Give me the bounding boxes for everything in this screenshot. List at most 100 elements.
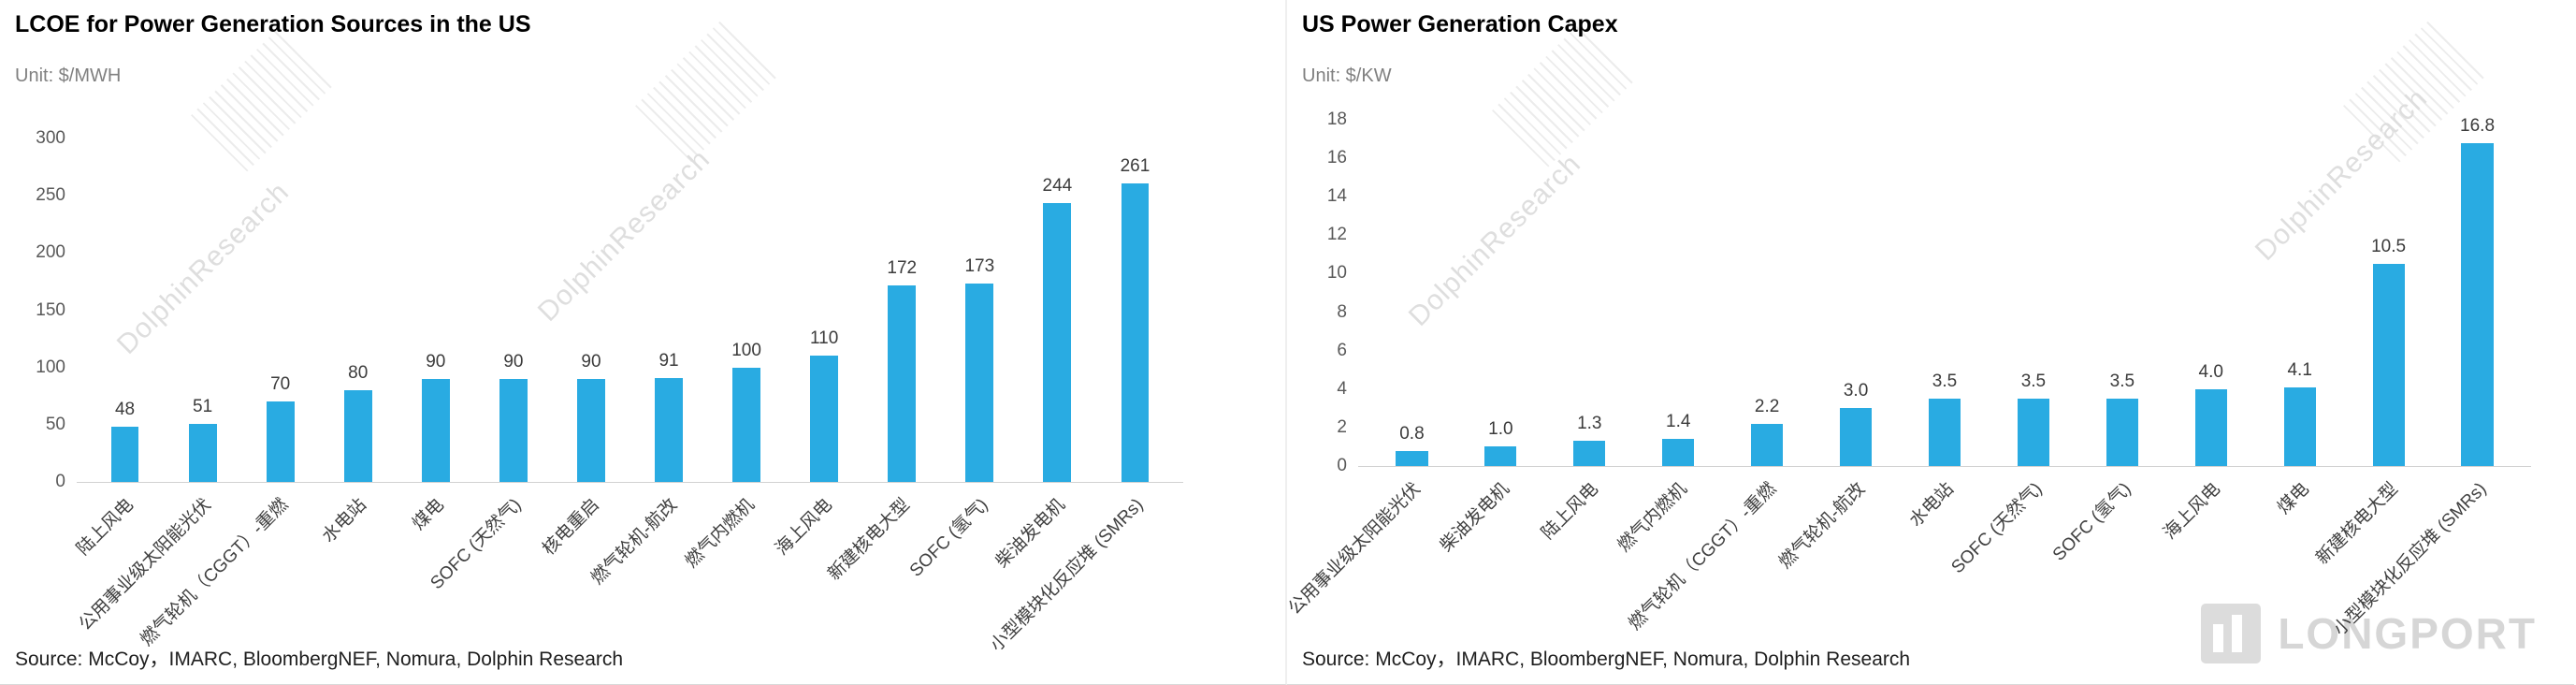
- longport-logo: LONGPORT: [2201, 604, 2537, 663]
- x-axis-category-label: 燃气轮机-航改: [1774, 479, 1869, 573]
- source-note-capex: Source: McCoy，IMARC, BloombergNEF, Nomur…: [1302, 649, 1911, 670]
- y-axis-tick-label: 200: [36, 242, 65, 263]
- bar-value-label: 10.5: [2371, 237, 2407, 257]
- bar-value-label: 0.8: [1399, 423, 1425, 444]
- x-axis-category-label: SOFC (天然气): [1947, 479, 2047, 578]
- y-axis-tick-label: 250: [36, 185, 65, 206]
- bar: [1928, 399, 1961, 466]
- bar-value-label: 4.1: [2287, 359, 2312, 380]
- bar: [421, 378, 450, 482]
- bar-value-label: 3.5: [1932, 372, 1958, 392]
- y-axis-tick-label: 100: [36, 357, 65, 377]
- bar-value-label: 80: [348, 363, 369, 384]
- chart-panel-lcoe: LCOE for Power Generation Sources in the…: [0, 0, 1287, 685]
- x-axis-category-label: 陆上风电: [1538, 479, 1603, 544]
- x-axis-category-label: SOFC (氢气): [2048, 479, 2135, 565]
- bar: [1573, 441, 1606, 466]
- bar-value-label: 91: [658, 350, 679, 371]
- x-axis-category-label: 公用事业级太阳能光伏: [1287, 479, 1425, 619]
- bar: [2372, 264, 2405, 466]
- bar: [110, 427, 139, 482]
- bar-value-label: 16.8: [2460, 115, 2496, 136]
- y-axis-tick-label: 18: [1326, 109, 1347, 129]
- bar-value-label: 3.0: [1843, 381, 1869, 401]
- y-axis-tick-label: 14: [1326, 186, 1347, 207]
- y-axis-tick-label: 4: [1337, 378, 1347, 399]
- bar: [499, 378, 528, 482]
- chart-panel-capex: US Power Generation Capex Unit: $/KW Dol…: [1287, 0, 2574, 685]
- bar: [1396, 450, 1428, 466]
- logo-bar: [2213, 624, 2224, 652]
- x-axis-line: [77, 482, 1183, 483]
- bar-value-label: 1.4: [1666, 412, 1691, 432]
- bar: [2106, 399, 2138, 466]
- bar: [343, 390, 372, 482]
- bar: [577, 378, 605, 482]
- bar-value-label: 70: [270, 374, 291, 395]
- bar-value-label: 90: [581, 351, 601, 372]
- y-axis-tick-label: 0: [55, 472, 65, 491]
- bar: [1043, 202, 1072, 482]
- x-axis-category-label: 海上风电: [2160, 479, 2224, 544]
- x-axis-line: [1358, 466, 2531, 467]
- bar-value-label: 3.5: [2020, 372, 2047, 392]
- x-axis-category-label: 柴油发电机: [992, 495, 1070, 573]
- y-axis-tick-label: 16: [1326, 148, 1347, 168]
- bar-value-label: 261: [1120, 155, 1151, 176]
- y-axis-tick-label: 50: [45, 414, 65, 434]
- y-axis-tick-label: 6: [1337, 340, 1347, 360]
- logo-bar: [2232, 615, 2243, 652]
- bar: [1484, 446, 1517, 466]
- bar: [888, 284, 917, 482]
- unit-label-lcoe: Unit: $/MWH: [15, 66, 122, 86]
- bar: [1662, 439, 1695, 466]
- bar: [1839, 408, 1873, 466]
- bar: [732, 367, 761, 482]
- y-axis-tick-label: 8: [1337, 301, 1347, 322]
- bar-value-label: 172: [887, 257, 918, 278]
- x-axis-category-label: 新建核电大型: [2312, 479, 2402, 569]
- bar: [2194, 388, 2227, 466]
- bar: [1751, 423, 1784, 466]
- x-axis-category-label: 公用事业级太阳能光伏: [75, 495, 215, 635]
- bar-chart-lcoe: 0 50 100 150 200 250 300 48 陆上风电 51 公用事业级太阳能光伏 70 燃气…: [0, 0, 1285, 684]
- bar: [965, 284, 994, 482]
- bar-value-label: 2.2: [1754, 396, 1780, 416]
- y-axis-tick-label: 2: [1337, 416, 1347, 437]
- x-axis-category-label: 燃气轮机（CGGT）-重燃: [1625, 479, 1781, 634]
- longport-logo-text: LONGPORT: [2278, 609, 2537, 658]
- bar-value-label: 1.0: [1488, 419, 1513, 440]
- x-axis-category-label: 燃气内燃机: [1614, 479, 1692, 557]
- x-axis-category-label: 水电站: [1905, 479, 1958, 532]
- x-axis-category-label: 煤电: [408, 495, 448, 534]
- bar-value-label: 48: [114, 400, 136, 420]
- y-axis-tick-label: 12: [1326, 225, 1347, 245]
- x-axis-category-label: 燃气内燃机: [681, 495, 759, 573]
- bar-value-label: 90: [503, 351, 524, 372]
- bar: [810, 356, 839, 482]
- x-axis-category-label: 海上风电: [772, 495, 837, 560]
- bar: [655, 377, 683, 482]
- x-axis-category-label: 陆上风电: [72, 495, 137, 560]
- bar-value-label: 173: [964, 256, 995, 277]
- bar: [2283, 386, 2316, 466]
- bar: [2017, 399, 2049, 466]
- unit-label-capex: Unit: $/KW: [1302, 66, 1392, 86]
- x-axis-category-label: 核电重启: [539, 495, 603, 560]
- x-axis-category-label: 燃气轮机（CGGT）-重燃: [137, 495, 293, 650]
- x-axis-category-label: 小型模块化反应堆 (SMRs): [986, 495, 1148, 656]
- bar-value-label: 51: [193, 396, 213, 416]
- y-axis-tick-label: 150: [36, 299, 65, 320]
- x-axis-category-label: 煤电: [2273, 479, 2313, 518]
- y-axis-tick-label: 10: [1326, 263, 1347, 284]
- bar-value-label: 1.3: [1577, 414, 1602, 434]
- bar-value-label: 110: [810, 328, 839, 349]
- bar-value-label: 90: [426, 351, 446, 372]
- x-axis-category-label: 小型模块化反应堆 (SMRs): [2329, 479, 2491, 640]
- bar: [2461, 142, 2494, 466]
- y-axis-tick-label: 0: [1337, 456, 1347, 475]
- bar-value-label: 100: [731, 340, 761, 360]
- bar-value-label: 3.5: [2109, 372, 2135, 392]
- longport-logo-icon: [2201, 604, 2262, 663]
